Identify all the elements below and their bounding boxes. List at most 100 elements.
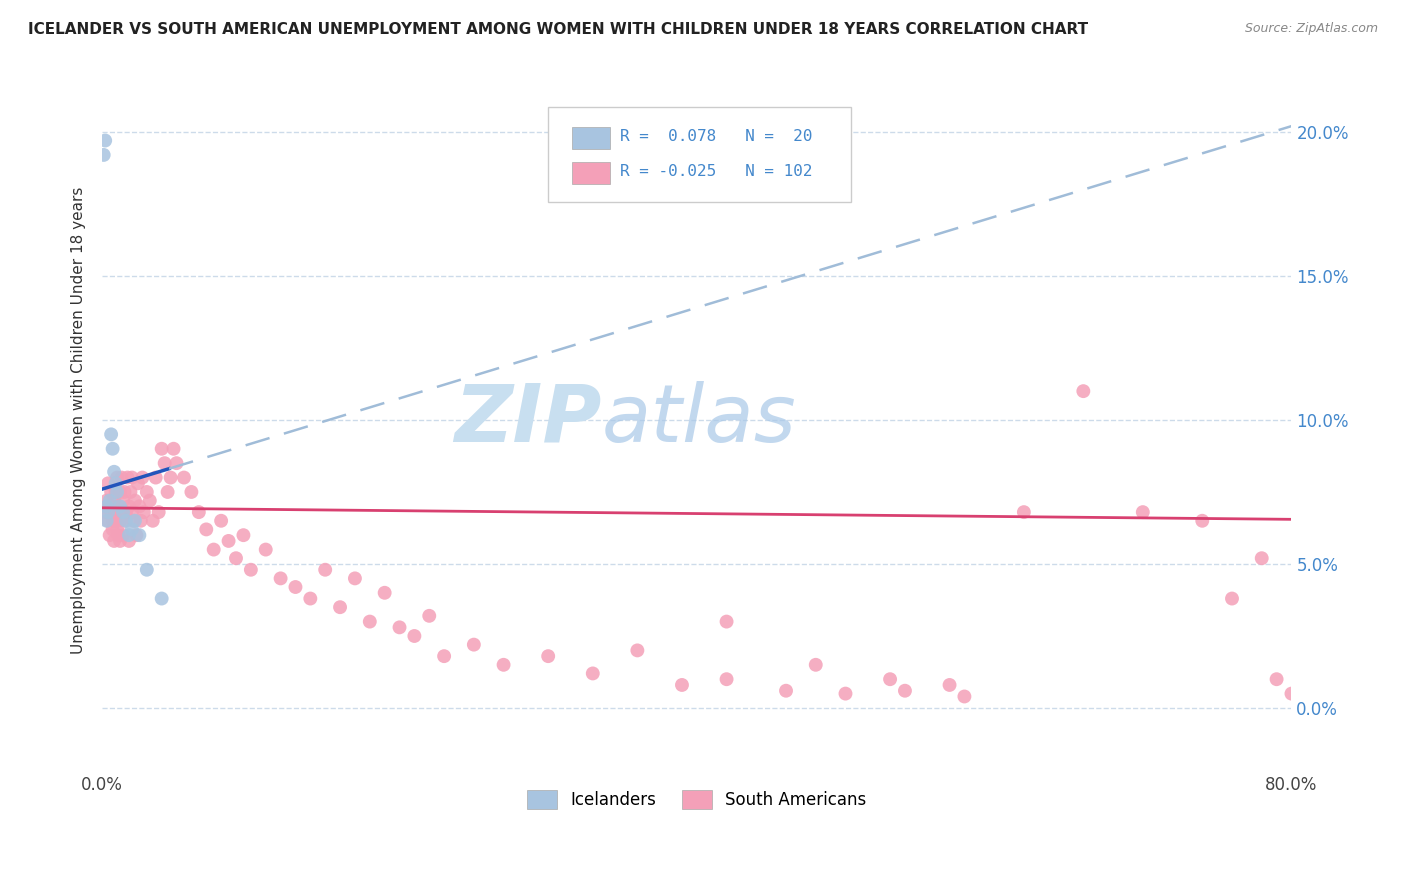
Point xyxy=(104,514,127,528)
Point xyxy=(105,470,128,484)
Point xyxy=(121,470,143,484)
Point xyxy=(166,456,188,470)
Point xyxy=(107,500,129,514)
Point xyxy=(108,533,131,548)
Point xyxy=(105,485,128,500)
Point xyxy=(159,470,181,484)
Point xyxy=(218,533,240,548)
FancyBboxPatch shape xyxy=(572,127,610,149)
Point xyxy=(100,485,122,500)
Point xyxy=(537,649,560,664)
Point xyxy=(111,493,134,508)
Text: Source: ZipAtlas.com: Source: ZipAtlas.com xyxy=(1244,22,1378,36)
Point xyxy=(775,683,797,698)
FancyBboxPatch shape xyxy=(548,107,852,202)
Point xyxy=(122,514,145,528)
Point xyxy=(1012,505,1035,519)
Point xyxy=(114,514,136,528)
Point xyxy=(142,514,165,528)
Point xyxy=(105,505,128,519)
Legend: Icelanders, South Americans: Icelanders, South Americans xyxy=(520,783,873,816)
Point xyxy=(103,505,125,519)
Point xyxy=(124,514,146,528)
Text: R =  0.078   N =  20: R = 0.078 N = 20 xyxy=(620,129,813,145)
Point xyxy=(128,528,150,542)
Point xyxy=(879,672,901,686)
Text: atlas: atlas xyxy=(602,381,796,459)
Point xyxy=(418,608,440,623)
Point xyxy=(96,500,118,514)
Point xyxy=(94,134,117,148)
Point xyxy=(118,500,141,514)
Point xyxy=(97,476,120,491)
Point xyxy=(104,476,127,491)
Point xyxy=(103,493,125,508)
Point xyxy=(359,615,381,629)
Point xyxy=(97,505,120,519)
Point xyxy=(97,514,120,528)
Point xyxy=(582,666,605,681)
Point xyxy=(135,563,157,577)
Point xyxy=(173,470,195,484)
Point xyxy=(195,523,218,537)
Point xyxy=(1281,687,1303,701)
Point xyxy=(96,493,118,508)
Point xyxy=(139,493,162,508)
Y-axis label: Unemployment Among Women with Children Under 18 years: Unemployment Among Women with Children U… xyxy=(72,186,86,654)
Point xyxy=(232,528,254,542)
Point xyxy=(132,505,155,519)
Point xyxy=(239,563,262,577)
Point xyxy=(404,629,426,643)
Point xyxy=(101,500,124,514)
Point xyxy=(1073,384,1095,399)
Point xyxy=(118,533,141,548)
Point xyxy=(374,586,396,600)
Point xyxy=(1220,591,1243,606)
Text: R = -0.025   N = 102: R = -0.025 N = 102 xyxy=(620,164,813,179)
Point xyxy=(1265,672,1288,686)
Point xyxy=(125,528,148,542)
Point xyxy=(202,542,225,557)
Point xyxy=(209,514,232,528)
Point xyxy=(121,505,143,519)
Point xyxy=(103,533,125,548)
Point xyxy=(1191,514,1213,528)
Point xyxy=(115,505,138,519)
Point xyxy=(150,442,173,456)
Point xyxy=(111,528,134,542)
Point xyxy=(105,523,128,537)
Point xyxy=(98,493,121,508)
Point xyxy=(343,571,366,585)
Point xyxy=(1132,505,1154,519)
Point xyxy=(284,580,307,594)
Point xyxy=(93,148,115,162)
Point xyxy=(953,690,976,704)
Text: ZIP: ZIP xyxy=(454,381,602,459)
Point xyxy=(103,465,125,479)
Point xyxy=(153,456,176,470)
Point xyxy=(96,514,118,528)
Point xyxy=(156,485,179,500)
Point xyxy=(94,505,117,519)
Point xyxy=(110,470,132,484)
Point xyxy=(101,442,124,456)
Point xyxy=(100,427,122,442)
Point xyxy=(101,523,124,537)
Point xyxy=(120,485,142,500)
Point xyxy=(114,485,136,500)
Point xyxy=(299,591,322,606)
Point xyxy=(314,563,336,577)
Point xyxy=(671,678,693,692)
FancyBboxPatch shape xyxy=(572,162,610,185)
Point xyxy=(180,485,202,500)
Point xyxy=(101,514,124,528)
Point xyxy=(127,476,149,491)
Point xyxy=(938,678,960,692)
Text: ICELANDER VS SOUTH AMERICAN UNEMPLOYMENT AMONG WOMEN WITH CHILDREN UNDER 18 YEAR: ICELANDER VS SOUTH AMERICAN UNEMPLOYMENT… xyxy=(28,22,1088,37)
Point xyxy=(107,528,129,542)
Point xyxy=(834,687,856,701)
Point xyxy=(117,470,139,484)
Point xyxy=(98,500,121,514)
Point xyxy=(492,657,515,672)
Point xyxy=(716,615,738,629)
